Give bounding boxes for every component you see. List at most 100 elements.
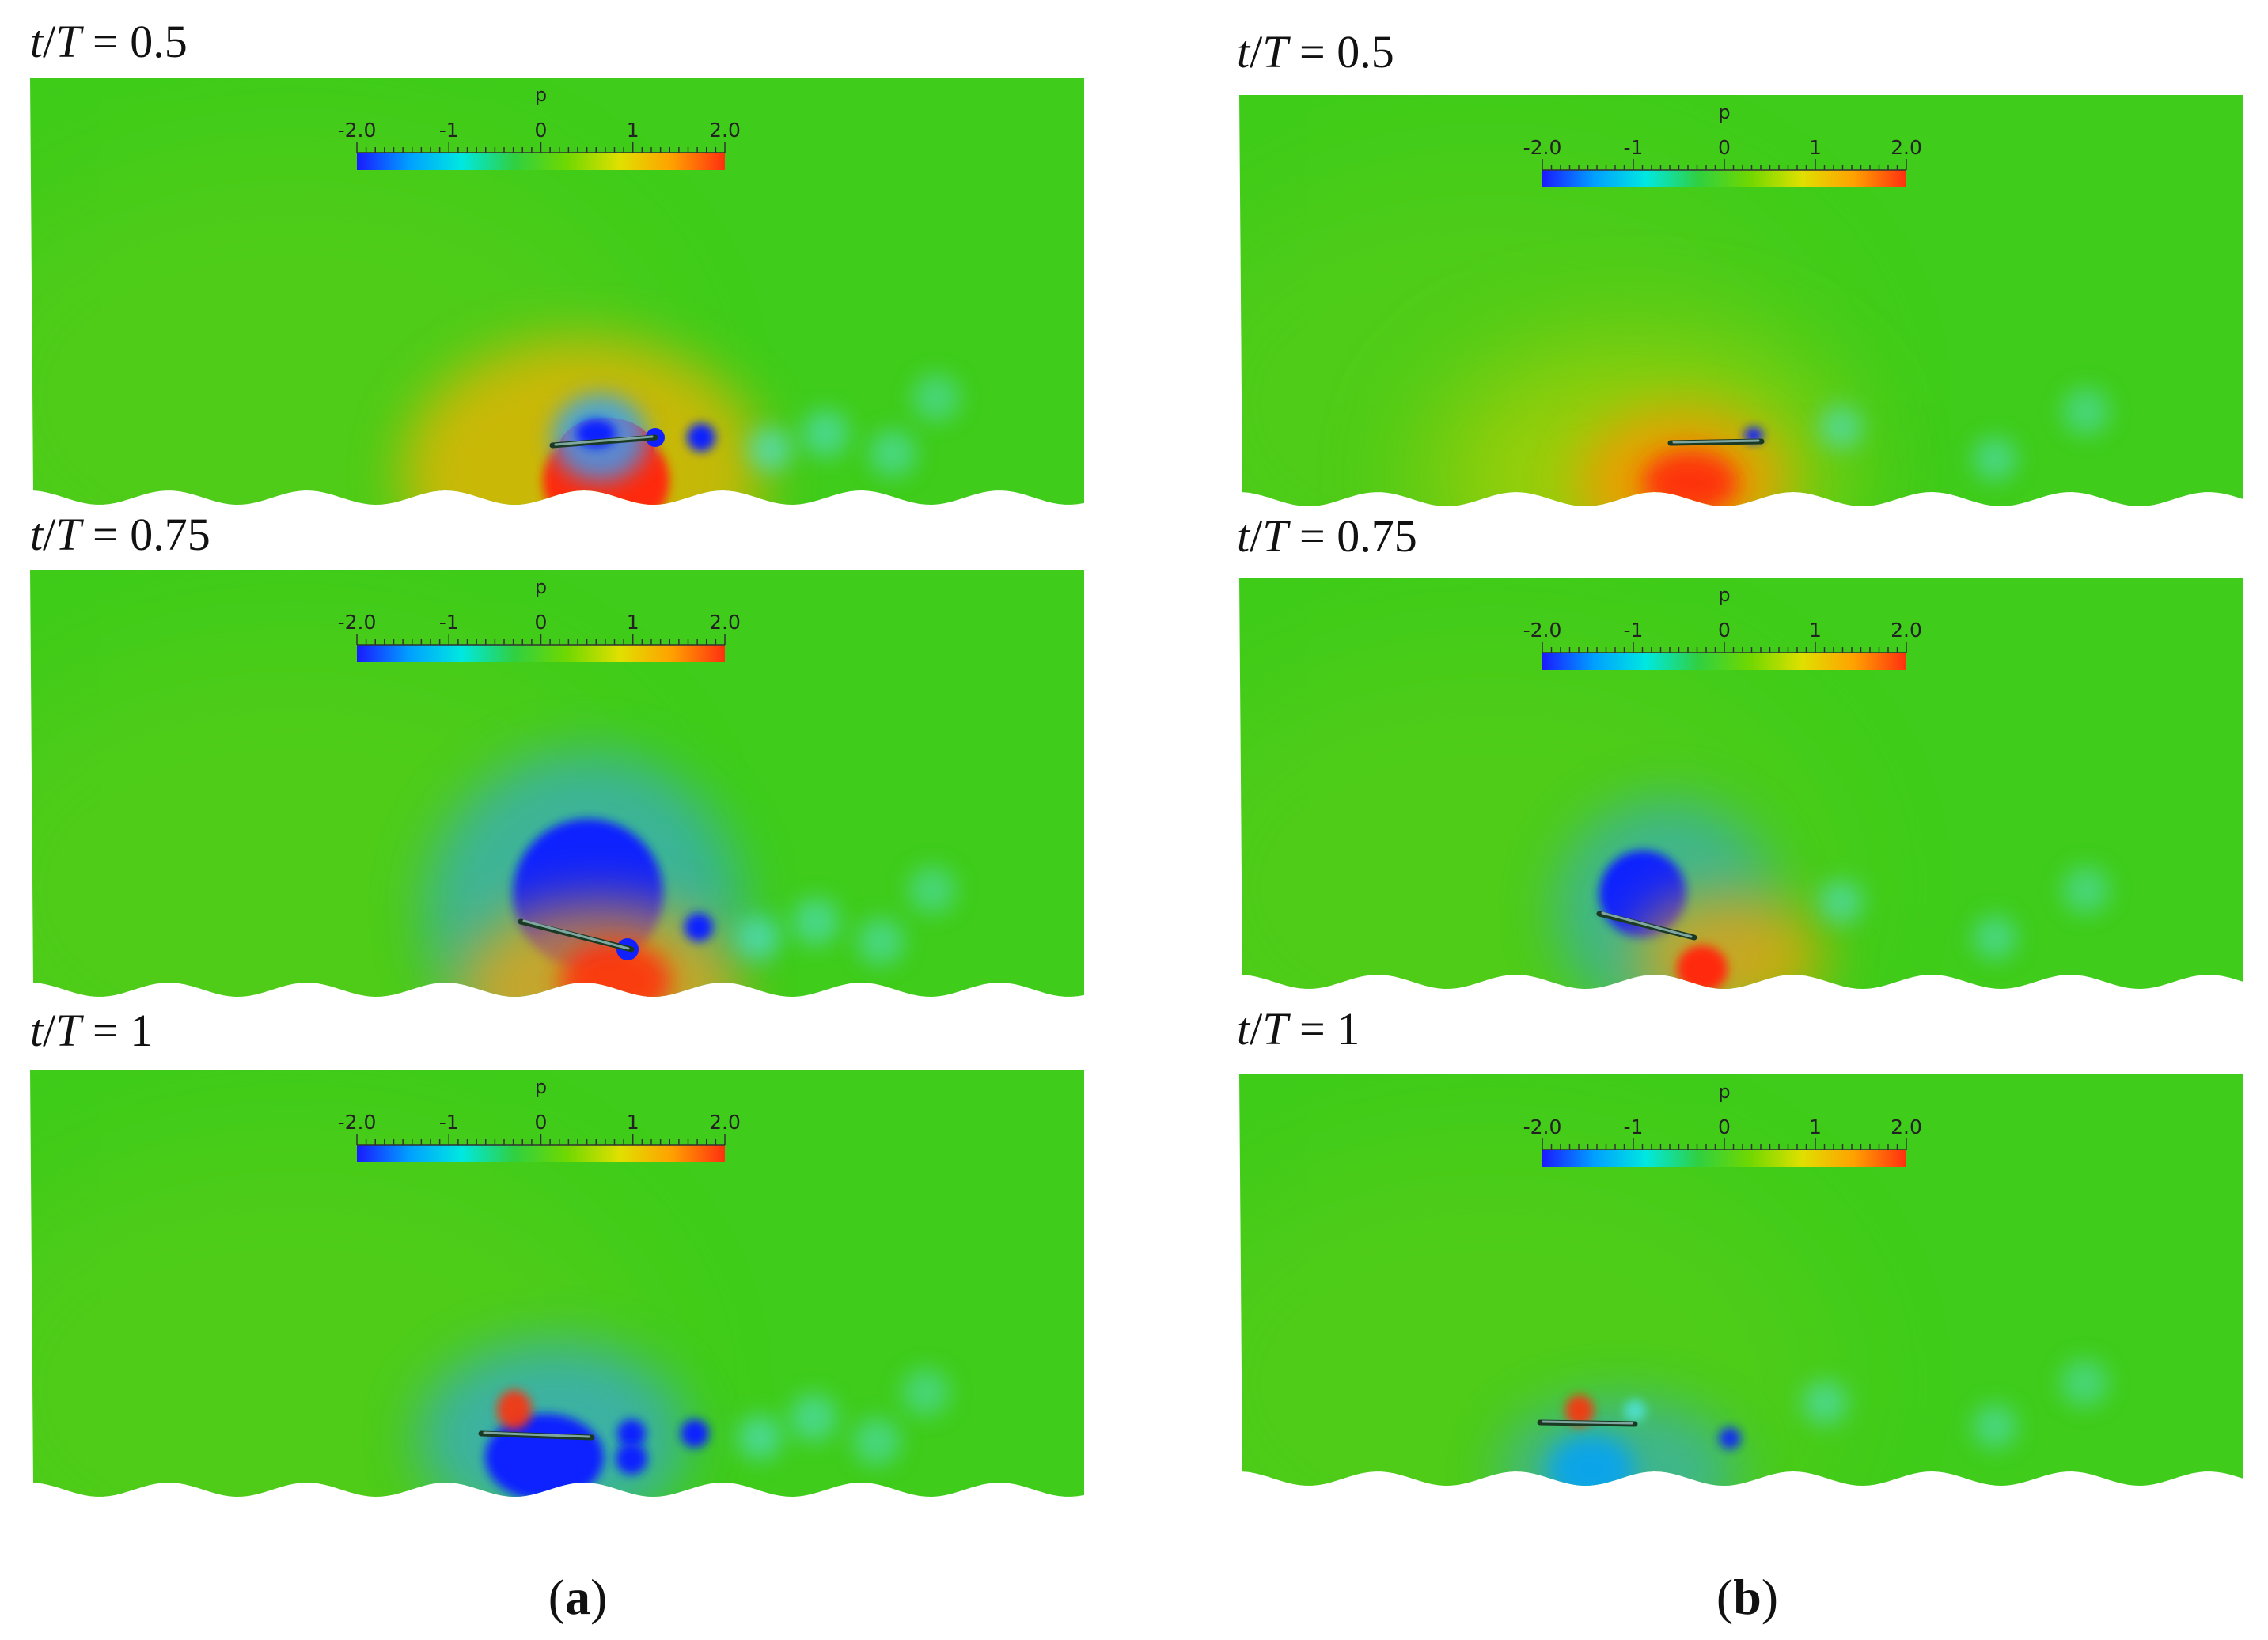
colorbar-b3: p -2.0 -1 0 1 2.0 bbox=[1523, 1081, 1922, 1167]
colorbar-tick-label: -1 bbox=[439, 119, 459, 142]
panel-b2: p -2.0 -1 0 1 2.0 bbox=[1239, 578, 2243, 989]
pressure-blob bbox=[2061, 1359, 2108, 1407]
pressure-blob bbox=[748, 427, 792, 472]
colorbar-tick-label: 1 bbox=[1809, 1115, 1822, 1138]
pressure-blob bbox=[560, 941, 671, 997]
pressure-blob bbox=[790, 1394, 837, 1441]
panel-a2: p -2.0 -1 0 1 2.0 bbox=[30, 570, 1084, 997]
pressure-blob bbox=[736, 915, 780, 960]
colorbar-title: p bbox=[1718, 584, 1730, 606]
pressure-blob bbox=[685, 913, 713, 941]
pressure-blob bbox=[1819, 880, 1863, 924]
pressure-blob bbox=[687, 423, 715, 452]
pressure-blob bbox=[857, 918, 905, 965]
colorbar-tick-label: 0 bbox=[535, 611, 548, 634]
time-label-b3: t/T = 1 bbox=[1237, 1003, 1360, 1055]
pressure-field-a2 bbox=[30, 570, 1084, 997]
pressure-blob bbox=[1819, 405, 1863, 449]
colorbar-bar bbox=[1542, 170, 1906, 187]
panel-b1: p -2.0 -1 0 1 2.0 bbox=[1239, 95, 2243, 506]
colorbar-tick-label: -1 bbox=[1624, 136, 1644, 159]
colorbar-b1: p -2.0 -1 0 1 2.0 bbox=[1523, 101, 1922, 187]
panel-b3: p -2.0 -1 0 1 2.0 bbox=[1239, 1074, 2243, 1486]
pressure-blob bbox=[1973, 915, 2017, 960]
colorbar-tick-label: -2.0 bbox=[338, 611, 377, 634]
pressure-blob bbox=[792, 898, 840, 945]
colorbar-title: p bbox=[535, 84, 547, 106]
field-tint bbox=[30, 634, 663, 997]
colorbar-tick-label: -1 bbox=[439, 611, 459, 634]
time-label-a3: t/T = 1 bbox=[30, 1005, 153, 1056]
colorbar-tick-label: -1 bbox=[1624, 1115, 1644, 1138]
colorbar-tick-label: -2.0 bbox=[1523, 1115, 1562, 1138]
colorbar-a1: p -2.0 -1 0 1 2.0 bbox=[338, 84, 741, 170]
pressure-blob bbox=[908, 866, 956, 914]
colorbar-a2: p -2.0 -1 0 1 2.0 bbox=[338, 576, 741, 662]
time-label-b1: t/T = 0.5 bbox=[1237, 26, 1394, 78]
pressure-blob bbox=[616, 1443, 647, 1475]
hydrofoil-highlight bbox=[1672, 439, 1760, 444]
colorbar-a3: p -2.0 -1 0 1 2.0 bbox=[338, 1076, 741, 1162]
colorbar-tick-label: 1 bbox=[627, 611, 639, 634]
pressure-blob bbox=[1973, 437, 2017, 481]
pressure-blob bbox=[681, 1419, 709, 1448]
hydrofoil-highlight bbox=[1601, 911, 1693, 938]
colorbar-tick-label: 1 bbox=[1809, 136, 1822, 159]
pressure-blob bbox=[2062, 866, 2110, 914]
pressure-blob bbox=[912, 374, 960, 422]
pressure-blob bbox=[1677, 945, 1728, 989]
colorbar-tick-label: 0 bbox=[1718, 1115, 1731, 1138]
colorbar-tick-label: 2.0 bbox=[1891, 136, 1922, 159]
colorbar-tick-label: 2.0 bbox=[709, 1111, 741, 1134]
colorbar-tick-label: -1 bbox=[439, 1111, 459, 1134]
colorbar-title: p bbox=[535, 576, 547, 598]
field-tint bbox=[30, 1134, 663, 1497]
pressure-blob bbox=[497, 1390, 532, 1430]
caption-b: (b) bbox=[1716, 1569, 1778, 1625]
colorbar-tick-label: 1 bbox=[627, 1111, 639, 1134]
colorbar-bar bbox=[357, 645, 725, 662]
pressure-blob bbox=[1643, 451, 1738, 506]
pressure-blob bbox=[902, 1369, 950, 1416]
pressure-field-a1 bbox=[30, 78, 1084, 505]
colorbar-tick-label: 0 bbox=[1718, 619, 1731, 642]
pressure-blob bbox=[853, 1418, 901, 1465]
colorbar-tick-label: -1 bbox=[1624, 619, 1644, 642]
pressure-field-b2 bbox=[1239, 578, 2243, 989]
colorbar-title: p bbox=[1718, 1081, 1730, 1103]
pressure-blob bbox=[869, 430, 916, 477]
colorbar-b2: p -2.0 -1 0 1 2.0 bbox=[1523, 584, 1922, 670]
colorbar-tick-label: 2.0 bbox=[709, 611, 741, 634]
hydrofoil-highlight bbox=[1542, 1420, 1633, 1425]
colorbar-tick-label: 0 bbox=[535, 119, 548, 142]
colorbar-tick-label: 0 bbox=[1718, 136, 1731, 159]
colorbar-tick-label: -2.0 bbox=[338, 119, 377, 142]
pressure-blob bbox=[1973, 1404, 2017, 1449]
column-b: p -2.0 -1 0 1 2.0 t/T = 0.5 p -2.0 -1 0 1 2.0 t/T … bbox=[1237, 26, 2243, 1625]
pressure-blob bbox=[738, 1415, 782, 1460]
pressure-blob bbox=[802, 410, 849, 457]
pressure-blob bbox=[1565, 1395, 1594, 1426]
colorbar-title: p bbox=[1718, 101, 1730, 123]
hydrofoil-highlight bbox=[554, 435, 654, 446]
colorbar-tick-label: -2.0 bbox=[1523, 619, 1562, 642]
hydrofoil-highlight bbox=[522, 919, 630, 950]
pressure-field-a3 bbox=[30, 1070, 1084, 1497]
time-label-b2: t/T = 0.75 bbox=[1237, 510, 1417, 562]
pressure-blob bbox=[617, 1419, 646, 1448]
colorbar-tick-label: 1 bbox=[627, 119, 639, 142]
pressure-blob bbox=[485, 1414, 604, 1497]
field-tint bbox=[1239, 639, 1841, 989]
caption-a: (a) bbox=[548, 1569, 608, 1625]
colorbar-bar bbox=[1542, 1150, 1906, 1167]
panel-a1: p -2.0 -1 0 1 2.0 bbox=[30, 78, 1084, 505]
panel-a3: p -2.0 -1 0 1 2.0 bbox=[30, 1070, 1084, 1497]
colorbar-tick-label: 2.0 bbox=[1891, 1115, 1922, 1138]
colorbar-title: p bbox=[535, 1076, 547, 1098]
colorbar-bar bbox=[357, 1145, 725, 1162]
pressure-blob bbox=[1803, 1381, 1847, 1425]
pressure-field-b1 bbox=[1239, 95, 2243, 506]
colorbar-bar bbox=[1542, 653, 1906, 670]
pressure-blob bbox=[2062, 388, 2110, 435]
